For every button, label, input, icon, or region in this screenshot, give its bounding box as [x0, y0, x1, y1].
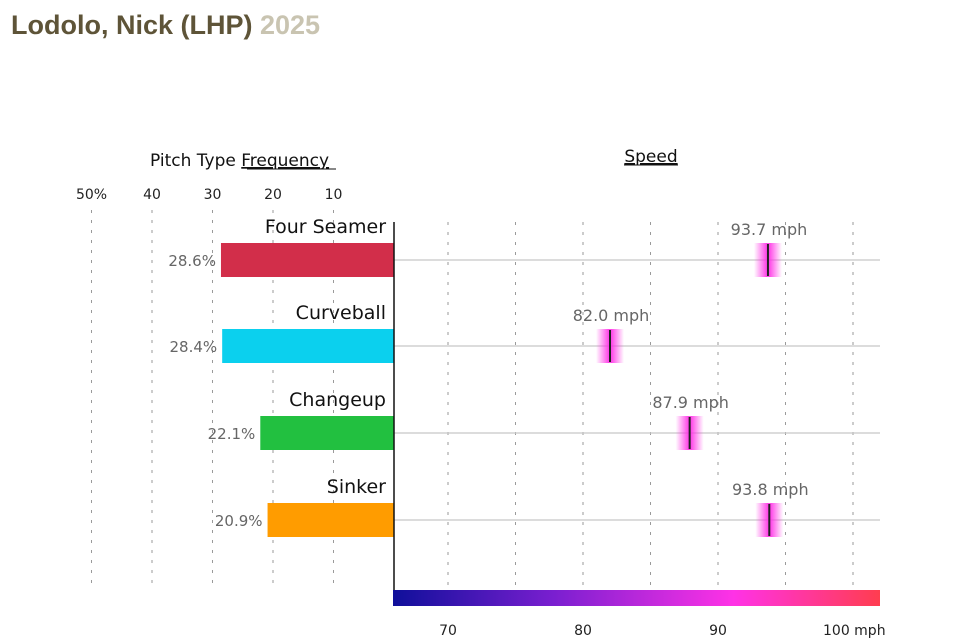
frequency-value-label: 28.6%	[168, 252, 216, 270]
pitch-row-curveball: 28.4% Curveball 82.0 mph	[170, 302, 880, 363]
speed-header: Speed	[624, 147, 677, 167]
speed-tick-label: 80	[574, 623, 592, 639]
pitch-type-label: Four Seamer	[265, 216, 386, 238]
pitch-type-label: Changeup	[289, 389, 386, 411]
frequency-bar	[260, 416, 394, 450]
season-year: 2025	[260, 10, 321, 40]
page-title: Lodolo, Nick (LHP) 2025	[11, 10, 320, 41]
frequency-tick-label: 20	[264, 187, 282, 203]
pitch-row-four-seamer: 28.6% Four Seamer 93.7 mph	[168, 216, 880, 277]
frequency-value-label: 28.4%	[170, 338, 218, 356]
speed-value-label: 93.8 mph	[732, 480, 809, 499]
pitch-rows: 28.6% Four Seamer 93.7 mph 28.4% Curveball 82…	[168, 216, 880, 537]
speed-grid	[447, 222, 854, 585]
speed-value-label: 93.7 mph	[731, 220, 808, 239]
speed-color-scale	[393, 590, 880, 606]
player-name: Lodolo, Nick (LHP)	[11, 10, 253, 40]
speed-tick-label: 70	[439, 623, 457, 639]
speed-tick-label: 90	[709, 623, 727, 639]
pitch-row-changeup: 22.1% Changeup 87.9 mph	[208, 389, 880, 450]
speed-tick-label: 100 mph	[823, 623, 886, 639]
frequency-bar	[220, 243, 394, 277]
pitch-type-label: Sinker	[327, 476, 386, 498]
frequency-tick-label: 40	[143, 187, 161, 203]
frequency-tick-label: 50%	[76, 187, 107, 203]
pitch-row-sinker: 20.9% Sinker 93.8 mph	[215, 476, 880, 537]
frequency-bar	[222, 329, 394, 363]
speed-value-label: 82.0 mph	[573, 306, 650, 325]
frequency-tick-label: 30	[204, 187, 222, 203]
frequency-value-label: 22.1%	[208, 425, 256, 443]
frequency-tick-labels: 50% 40 30 20 10	[76, 187, 342, 203]
frequency-header-link: Frequency	[241, 151, 329, 171]
frequency-grid	[91, 210, 334, 590]
frequency-header: Pitch Type Frequency	[150, 151, 329, 171]
frequency-bar	[267, 503, 394, 537]
speed-tick-labels: 70 80 90 100 mph	[439, 623, 885, 639]
speed-value-label: 87.9 mph	[652, 393, 729, 412]
frequency-header-prefix: Pitch Type	[150, 151, 236, 171]
frequency-tick-label: 10	[325, 187, 343, 203]
pitch-type-label: Curveball	[296, 302, 386, 324]
frequency-value-label: 20.9%	[215, 512, 263, 530]
